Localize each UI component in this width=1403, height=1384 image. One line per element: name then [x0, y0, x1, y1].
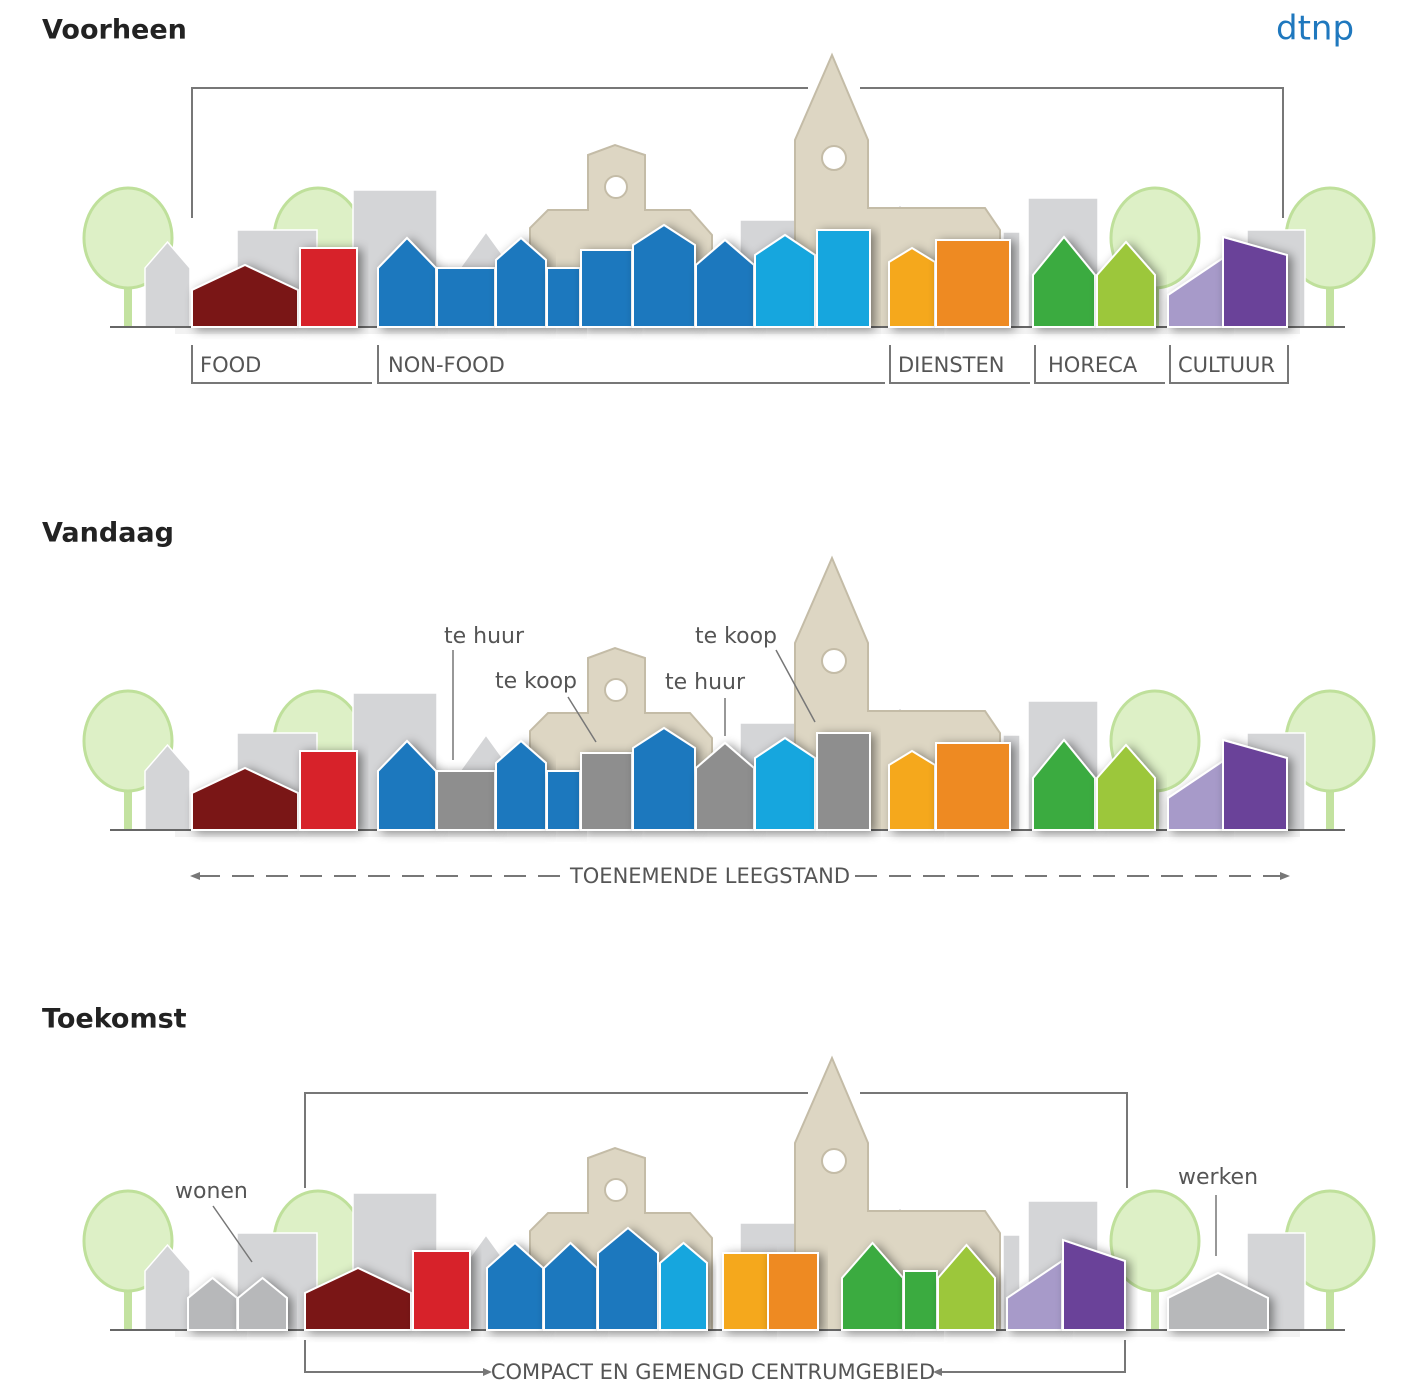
leader-lines [452, 649, 816, 760]
building [754, 233, 816, 328]
tree-trunk [1326, 255, 1334, 327]
church-window [821, 145, 847, 171]
logo: dtnp [1276, 9, 1354, 49]
building [841, 1241, 904, 1331]
building [1032, 235, 1096, 328]
category-label: HORECA [1048, 353, 1138, 377]
building [436, 267, 496, 328]
building [722, 1252, 769, 1331]
building [486, 1241, 544, 1331]
building [632, 726, 696, 831]
building [1062, 1238, 1126, 1331]
building [191, 766, 299, 831]
category-label: DIENSTEN [898, 353, 1004, 377]
building [888, 749, 936, 831]
building [304, 1266, 412, 1331]
annotation: wonen [175, 1179, 248, 1204]
platform [175, 831, 1300, 837]
building [903, 1270, 938, 1331]
building [580, 249, 633, 328]
building [1167, 1271, 1269, 1331]
building [816, 732, 871, 831]
building [237, 1276, 288, 1331]
building [299, 247, 358, 328]
church-window [821, 648, 847, 674]
platform [175, 1331, 1300, 1337]
building [937, 1243, 996, 1331]
church [794, 1055, 1001, 1331]
building [935, 239, 1011, 328]
annotation: te huur [444, 624, 525, 649]
building [1096, 240, 1156, 328]
building [597, 1226, 659, 1331]
tree-trunk [124, 1258, 132, 1330]
building [546, 770, 581, 831]
chapel-window [604, 678, 628, 702]
building [187, 1276, 238, 1331]
bracket [304, 1340, 1126, 1373]
building [495, 739, 547, 831]
annotation: te koop [495, 669, 577, 694]
building [299, 750, 358, 831]
building [695, 741, 755, 831]
platform [175, 328, 1300, 334]
building [632, 223, 696, 328]
tree-trunk [124, 758, 132, 830]
chapel-window [604, 175, 628, 199]
category-label: CULTUUR [1178, 353, 1275, 377]
building [1222, 235, 1288, 328]
building [191, 263, 299, 328]
panel-title: Voorheen [42, 15, 187, 46]
building [695, 238, 755, 328]
tree-trunk [124, 255, 132, 327]
building [816, 229, 871, 328]
buildings [187, 223, 1288, 1331]
building [546, 267, 581, 328]
building [1032, 738, 1096, 831]
building [377, 236, 437, 328]
building [935, 742, 1011, 831]
bracket [191, 87, 1284, 218]
bracket [304, 1092, 1128, 1188]
annotation: te huur [665, 670, 746, 695]
building [1096, 743, 1156, 831]
building [754, 736, 816, 831]
building [377, 739, 437, 831]
building [436, 770, 496, 831]
leader-lines [212, 1195, 1217, 1263]
church-window [821, 1148, 847, 1174]
tree-crown [1109, 1189, 1201, 1293]
category-label: FOOD [200, 353, 261, 377]
building [1222, 738, 1288, 831]
annotation: te koop [695, 624, 777, 649]
building [659, 1241, 708, 1331]
annotation: werken [1178, 1165, 1258, 1190]
caption: TOENEMENDE LEEGSTAND [569, 864, 850, 888]
tree-trunk [1326, 1258, 1334, 1330]
building [412, 1250, 471, 1331]
building [888, 246, 936, 328]
category-label: NON-FOOD [388, 353, 505, 377]
panel-title: Vandaag [42, 518, 174, 549]
building [543, 1241, 598, 1331]
caption: COMPACT EN GEMENGD CENTRUMGEBIED [491, 1360, 935, 1384]
building [495, 236, 547, 328]
chapel-window [604, 1178, 628, 1202]
tree-trunk [1151, 1258, 1159, 1330]
building [580, 752, 633, 831]
category-brackets [191, 345, 1289, 384]
panel-title: Toekomst [42, 1004, 187, 1035]
tree-trunk [1326, 758, 1334, 830]
building [767, 1252, 819, 1331]
